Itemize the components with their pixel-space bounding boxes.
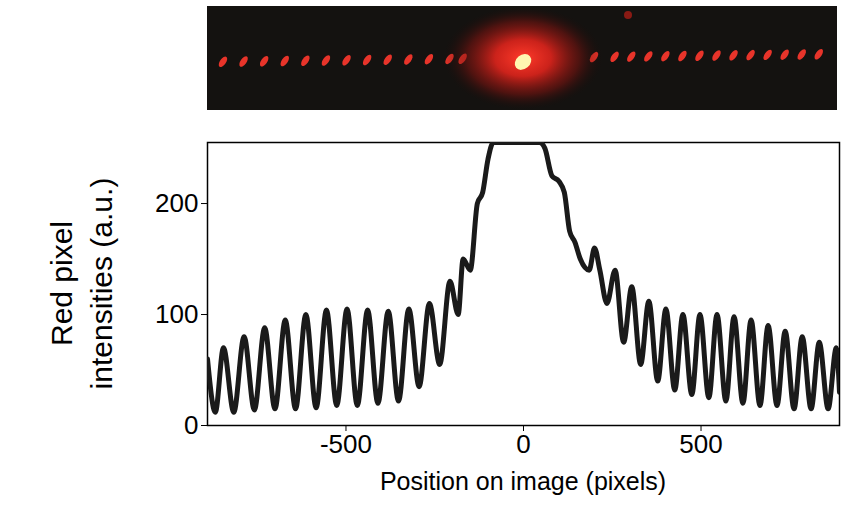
svg-text:Red pixel: Red pixel — [45, 221, 78, 346]
svg-text:0: 0 — [184, 410, 198, 440]
svg-text:100: 100 — [155, 299, 198, 329]
svg-text:-500: -500 — [320, 429, 372, 459]
html-text:Position on image (pixels): Position on image (pixels) — [379, 467, 667, 495]
svg-text:500: 500 — [679, 429, 722, 459]
svg-text:0: 0 — [516, 429, 530, 459]
svg-text:200: 200 — [155, 188, 198, 218]
svg-text:intensities (a.u.): intensities (a.u.) — [85, 178, 118, 390]
